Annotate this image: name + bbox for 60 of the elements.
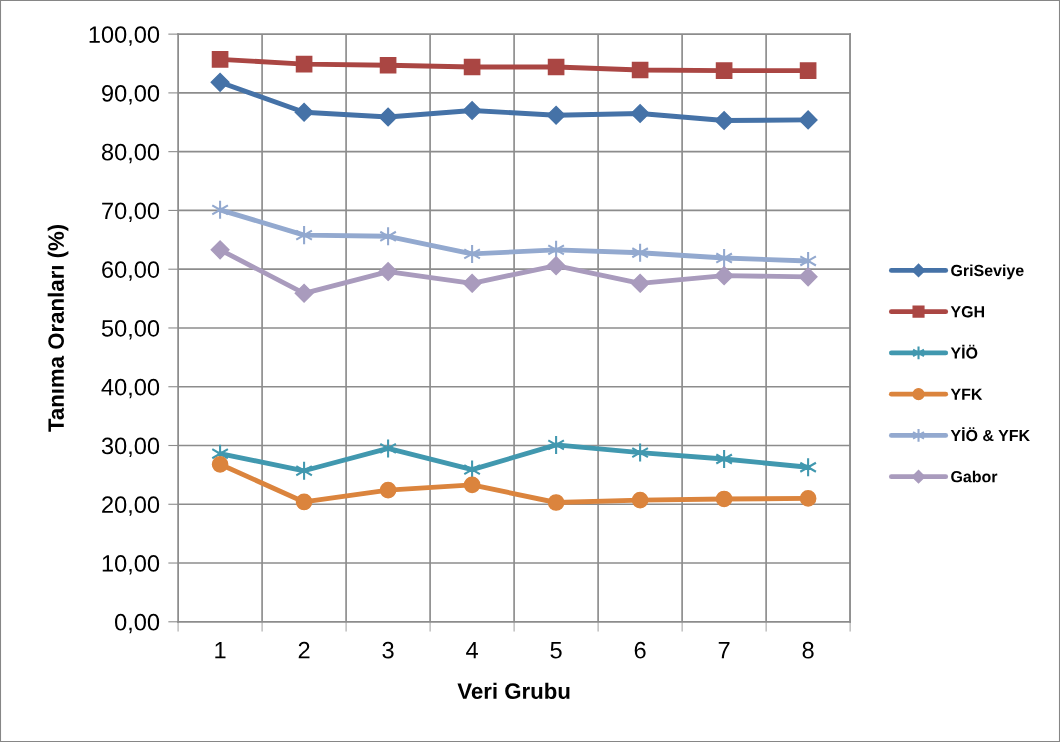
point xyxy=(294,283,314,303)
x-axis-title: Veri Grubu xyxy=(457,682,570,700)
point xyxy=(547,494,565,511)
point xyxy=(294,102,314,122)
point xyxy=(715,448,733,470)
y-axis-title: Tanıma Oranları (%) xyxy=(47,224,69,432)
y-tick-label: 40,00 xyxy=(101,378,160,399)
legend-label: GriSeviye xyxy=(951,264,1024,280)
x-tick-label: 2 xyxy=(298,641,310,659)
y-tick-label: 30,00 xyxy=(101,437,160,458)
point xyxy=(798,267,818,287)
point xyxy=(210,72,230,92)
point xyxy=(295,493,313,511)
point xyxy=(463,476,481,494)
point xyxy=(714,266,734,286)
legend-label: YFK xyxy=(950,388,983,400)
point xyxy=(631,61,649,79)
legend-label: YİÖ xyxy=(950,344,978,359)
x-tick-label: 6 xyxy=(634,641,646,659)
y-tick-label: 60,00 xyxy=(102,261,160,281)
point xyxy=(462,100,482,121)
y-tick-label: 70,00 xyxy=(102,202,160,223)
point xyxy=(547,58,565,76)
point xyxy=(799,490,817,507)
point xyxy=(378,107,398,127)
y-tick-label: 10,00 xyxy=(102,555,160,575)
point xyxy=(631,491,649,509)
point xyxy=(211,51,229,68)
legend-label: Gabor xyxy=(951,470,998,483)
point xyxy=(630,273,650,293)
point xyxy=(546,256,566,276)
point xyxy=(546,105,566,125)
point xyxy=(295,55,313,73)
point xyxy=(379,56,397,74)
legend-label: YGH xyxy=(950,306,985,318)
x-tick-label: 3 xyxy=(382,641,394,659)
y-tick-label: 100,00 xyxy=(89,26,160,46)
y-tick-label: 80,00 xyxy=(101,143,160,164)
point xyxy=(630,103,650,124)
x-tick-label: 8 xyxy=(802,641,814,659)
x-tick-label: 7 xyxy=(718,642,730,659)
x-tick-label: 5 xyxy=(550,642,562,659)
point xyxy=(463,58,481,76)
point xyxy=(378,262,398,282)
point xyxy=(714,110,734,131)
y-tick-label: 50,00 xyxy=(101,320,160,340)
x-tick-label: 1 xyxy=(215,642,226,659)
point xyxy=(210,240,230,260)
legend-label: YİÖ & YFK xyxy=(950,427,1030,442)
x-tick-label: 4 xyxy=(466,642,478,659)
y-tick-label: 0,00 xyxy=(115,613,160,634)
point xyxy=(715,62,733,79)
y-tick-label: 20,00 xyxy=(102,496,160,516)
point xyxy=(379,481,397,499)
y-tick-label: 90,00 xyxy=(102,84,160,105)
point xyxy=(462,273,482,293)
point xyxy=(211,455,229,473)
point xyxy=(799,62,817,79)
point xyxy=(798,110,818,130)
point xyxy=(715,490,733,508)
